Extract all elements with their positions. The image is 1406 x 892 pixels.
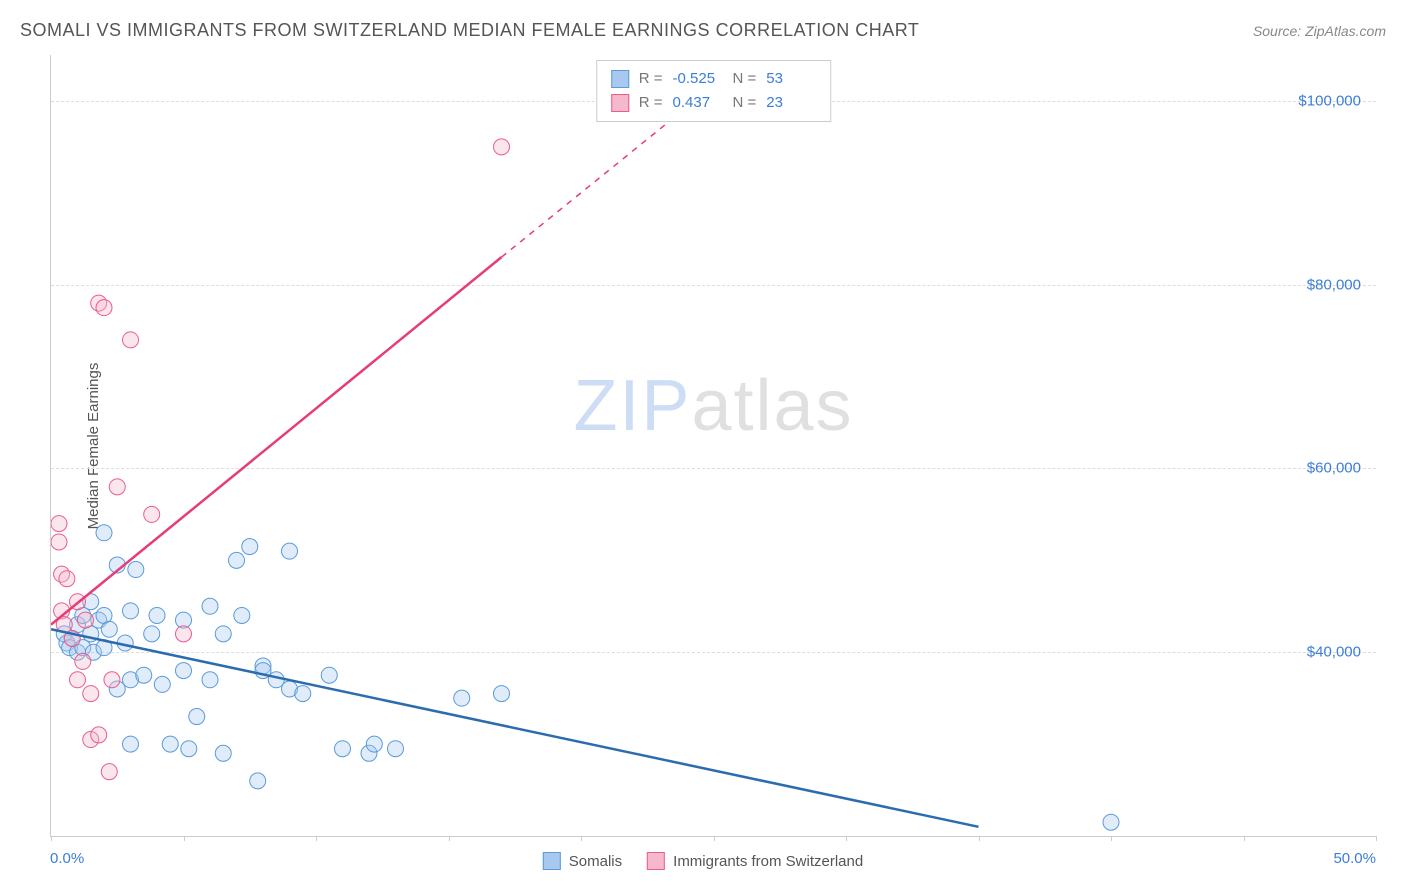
x-tick-mark (1376, 836, 1377, 841)
chart-container: SOMALI VS IMMIGRANTS FROM SWITZERLAND ME… (0, 0, 1406, 892)
n-label: N = (733, 67, 757, 91)
x-tick-mark (846, 836, 847, 841)
swatch-swiss-icon (611, 94, 629, 112)
x-tick-mark (714, 836, 715, 841)
x-axis-min-label: 0.0% (50, 850, 84, 867)
r-value-somalis: -0.525 (673, 67, 723, 91)
legend-item-swiss: Immigrants from Switzerland (647, 852, 863, 870)
source-attribution: Source: ZipAtlas.com (1253, 23, 1386, 39)
correlation-row-swiss: R = 0.437 N = 23 (611, 91, 817, 115)
r-label: R = (639, 91, 663, 115)
x-tick-mark (1244, 836, 1245, 841)
n-label: N = (733, 91, 757, 115)
r-value-swiss: 0.437 (673, 91, 723, 115)
r-label: R = (639, 67, 663, 91)
header: SOMALI VS IMMIGRANTS FROM SWITZERLAND ME… (20, 20, 1386, 41)
x-axis-max-label: 50.0% (1333, 850, 1376, 867)
x-tick-mark (1111, 836, 1112, 841)
plot-area: R = -0.525 N = 53 R = 0.437 N = 23 ZIPat… (50, 55, 1376, 837)
x-tick-mark (979, 836, 980, 841)
correlation-row-somalis: R = -0.525 N = 53 (611, 67, 817, 91)
x-tick-mark (51, 836, 52, 841)
x-tick-mark (184, 836, 185, 841)
legend-swatch-swiss-icon (647, 852, 665, 870)
series-legend: Somalis Immigrants from Switzerland (543, 852, 863, 870)
legend-swatch-somalis-icon (543, 852, 561, 870)
n-value-swiss: 23 (766, 91, 816, 115)
scatter-plot-svg (51, 55, 1376, 836)
n-value-somalis: 53 (766, 67, 816, 91)
correlation-legend: R = -0.525 N = 53 R = 0.437 N = 23 (596, 60, 832, 122)
chart-title: SOMALI VS IMMIGRANTS FROM SWITZERLAND ME… (20, 20, 919, 41)
x-tick-mark (316, 836, 317, 841)
legend-item-somalis: Somalis (543, 852, 622, 870)
legend-label-somalis: Somalis (569, 853, 622, 870)
x-tick-mark (581, 836, 582, 841)
swatch-somalis-icon (611, 70, 629, 88)
legend-label-swiss: Immigrants from Switzerland (673, 853, 863, 870)
x-tick-mark (449, 836, 450, 841)
